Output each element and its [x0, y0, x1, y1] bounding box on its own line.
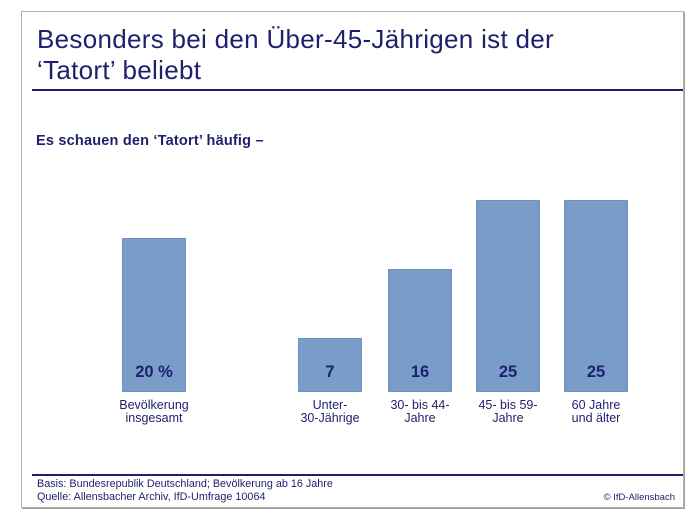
category-line: Bevölkerung	[119, 398, 189, 412]
bar-group: 25 45- bis 59- Jahre	[476, 185, 540, 430]
title-line-1: Besonders bei den Über-45-Jährigen ist d…	[37, 24, 554, 54]
bar-value-label: 25	[498, 363, 518, 381]
bar-value-label: 25	[586, 363, 606, 381]
category-line: 45- bis 59-	[478, 398, 538, 412]
category-line: und älter	[571, 410, 621, 425]
bar-value-label: 16	[410, 363, 430, 381]
bar-group: 25 60 Jahre und älter	[564, 185, 628, 430]
bar-value-label: 20 %	[135, 363, 173, 381]
bar-value-label: 7	[325, 363, 335, 381]
bar: 25	[476, 200, 540, 392]
bar: 7	[298, 338, 362, 392]
page-title: Besonders bei den Über-45-Jährigen ist d…	[37, 24, 677, 86]
category-line: Jahre	[492, 410, 524, 425]
bar-category-label: Unter- 30-Jährige	[265, 399, 395, 424]
footer-basis: Basis: Bundesrepublik Deutschland; Bevöl…	[37, 478, 333, 490]
footer-source: Quelle: Allensbacher Archiv, IfD-Umfrage…	[37, 491, 266, 503]
bar-category-label: 60 Jahre und älter	[531, 399, 661, 424]
category-line: Unter-	[312, 398, 348, 412]
bar: 20 %	[122, 238, 186, 392]
category-line: Jahre	[404, 410, 436, 425]
bar-category-label: 45- bis 59- Jahre	[443, 399, 573, 424]
bar: 25	[564, 200, 628, 392]
bar-group: 7 Unter- 30-Jährige	[298, 185, 362, 430]
bar-group: 20 % Bevölkerung insgesamt	[119, 185, 189, 430]
title-divider	[32, 89, 683, 91]
bar-category-label: Bevölkerung insgesamt	[89, 399, 219, 424]
bar-category-label: 30- bis 44- Jahre	[355, 399, 485, 424]
footer-divider	[32, 474, 683, 476]
category-line: 30- bis 44-	[390, 398, 450, 412]
bar: 16	[388, 269, 452, 392]
bar-group: 16 30- bis 44- Jahre	[388, 185, 452, 430]
title-line-2: ‘Tatort’ beliebt	[37, 55, 202, 85]
category-line: 60 Jahre	[571, 398, 621, 412]
footer-copyright: © IfD-Allensbach	[603, 492, 675, 503]
chart-subtitle: Es schauen den ‘Tatort’ häufig –	[36, 133, 264, 149]
category-line: insgesamt	[125, 410, 183, 425]
category-line: 30-Jährige	[300, 410, 360, 425]
